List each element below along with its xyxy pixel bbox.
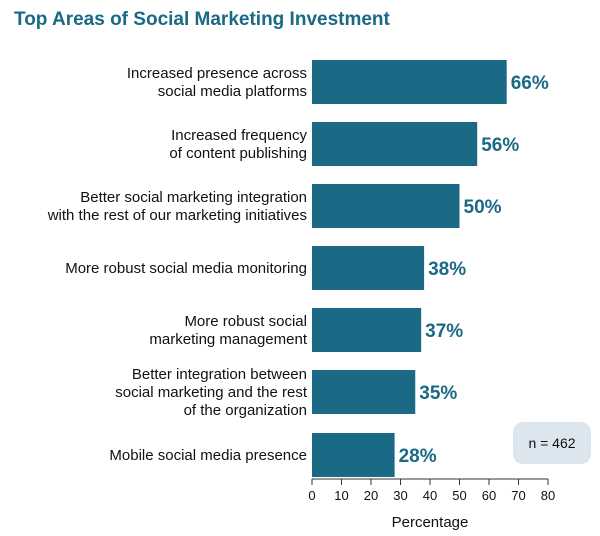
bar: [312, 308, 422, 352]
category-label-line: marketing management: [149, 331, 307, 348]
category-label-line: More robust social media monitoring: [65, 260, 307, 277]
x-tick-label: 10: [334, 488, 348, 503]
bar-value-label: 56%: [481, 135, 519, 156]
bar: [312, 246, 425, 290]
category-label-line: with the rest of our marketing initiativ…: [47, 207, 307, 224]
x-tick-label: 40: [423, 488, 437, 503]
category-label-line: Better integration between: [132, 366, 307, 383]
x-tick-label: 60: [482, 488, 496, 503]
bars-layer: 66% Increased presence across social media…: [47, 60, 549, 477]
bar-value-label: 66%: [511, 73, 549, 94]
category-label-line: Mobile social media presence: [109, 447, 307, 464]
x-tick-label: 70: [511, 488, 525, 503]
category-label: Better integration between social marketi…: [115, 366, 308, 419]
category-label: Better social marketing integration with …: [47, 189, 307, 224]
x-tick-label: 50: [452, 488, 466, 503]
x-tick-label: 30: [393, 488, 407, 503]
sample-size-note-text: n = 462: [528, 435, 575, 451]
x-axis-title: Percentage: [392, 514, 469, 531]
bar-value-label: 50%: [464, 197, 502, 218]
bar-value-label: 35%: [419, 383, 457, 404]
category-label: Mobile social media presence: [109, 447, 307, 464]
category-label-line: More robust social: [184, 313, 307, 330]
bar: [312, 122, 478, 166]
sample-size-note-background: [513, 422, 591, 464]
x-tick-label: 20: [364, 488, 378, 503]
sample-size-note: n = 462: [513, 422, 591, 464]
bar-value-label: 28%: [399, 446, 437, 467]
category-label-line: Better social marketing integration: [80, 189, 307, 206]
x-tick-label: 0: [308, 488, 315, 503]
category-label: Increased presence across social media pl…: [127, 65, 307, 100]
category-label-line: social media platforms: [158, 83, 307, 100]
chart-title: Top Areas of Social Marketing Investment: [14, 9, 391, 30]
bar: [312, 433, 395, 477]
bar: [312, 60, 507, 104]
category-label-line: social marketing and the rest: [115, 384, 308, 401]
category-label-line: of content publishing: [169, 145, 307, 162]
bar: [312, 184, 460, 228]
category-label: Increased frequency of content publishing: [169, 127, 307, 162]
bar-value-label: 37%: [425, 321, 463, 342]
x-tick-label: 80: [541, 488, 555, 503]
bar: [312, 370, 416, 414]
category-label-line: of the organization: [184, 402, 307, 419]
category-label: More robust social media monitoring: [65, 260, 307, 277]
bar-value-label: 38%: [428, 259, 466, 280]
category-label: More robust social marketing management: [149, 313, 307, 348]
category-label-line: Increased presence across: [127, 65, 307, 82]
x-axis: 0 10 20 30 40 50 60 70 80: [308, 478, 555, 503]
category-label-line: Increased frequency: [171, 127, 307, 144]
